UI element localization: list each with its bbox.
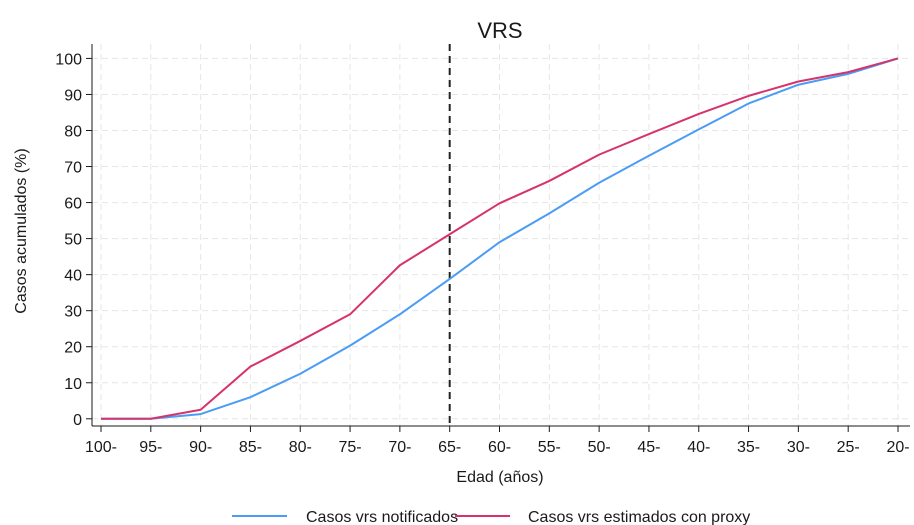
y-tick-label: 10 <box>64 376 82 393</box>
y-tick-label: 60 <box>64 196 82 213</box>
y-axis-label: Casos acumulados (%) <box>13 148 30 313</box>
x-tick-label: 95- <box>139 439 162 456</box>
y-tick-label: 0 <box>73 412 82 429</box>
y-tick-label: 100 <box>55 51 82 68</box>
x-tick-label: 40- <box>687 439 710 456</box>
x-tick-label: 80- <box>289 439 312 456</box>
series-group <box>101 57 899 420</box>
x-tick-label: 25- <box>837 439 860 456</box>
x-tick-label: 85- <box>239 439 262 456</box>
chart-title: VRS <box>477 18 522 43</box>
x-tick-label: 70- <box>388 439 411 456</box>
x-tick-label: 60- <box>488 439 511 456</box>
x-tick-label: 100- <box>85 439 117 456</box>
legend-label-notificados: Casos vrs notificados <box>306 509 458 525</box>
series-line-1 <box>101 57 899 420</box>
y-tick-label: 40 <box>64 268 82 285</box>
x-tick-label: 45- <box>637 439 660 456</box>
y-tick-label: 50 <box>64 232 82 249</box>
y-tick-label: 30 <box>64 304 82 321</box>
legend-label-proxy: Casos vrs estimados con proxy <box>528 509 750 525</box>
y-tick-label: 70 <box>64 160 82 177</box>
x-tick-labels: 100- 95- 90- 85- 80- 75- 70- 65- 60- 55- 50- 45- 40-… <box>85 439 910 456</box>
y-tick-label: 20 <box>64 340 82 357</box>
x-tick-label: 55- <box>538 439 561 456</box>
x-tick-label: 20- <box>886 439 909 456</box>
legend: Casos vrs notificados Casos vrs estimado… <box>232 509 750 525</box>
y-tick-label: 90 <box>64 87 82 104</box>
series-line-0 <box>101 57 899 420</box>
x-tick-label: 50- <box>588 439 611 456</box>
grid <box>92 44 910 426</box>
x-tick-label: 90- <box>189 439 212 456</box>
x-tick-label: 65- <box>438 439 461 456</box>
axes <box>86 44 910 432</box>
x-tick-label: 30- <box>787 439 810 456</box>
x-tick-label: 35- <box>737 439 760 456</box>
y-tick-labels: 0 10 20 30 40 50 60 70 80 90 100 <box>55 51 82 428</box>
x-tick-label: 75- <box>339 439 362 456</box>
y-tick-label: 80 <box>64 123 82 140</box>
x-axis-label: Edad (años) <box>456 469 543 486</box>
